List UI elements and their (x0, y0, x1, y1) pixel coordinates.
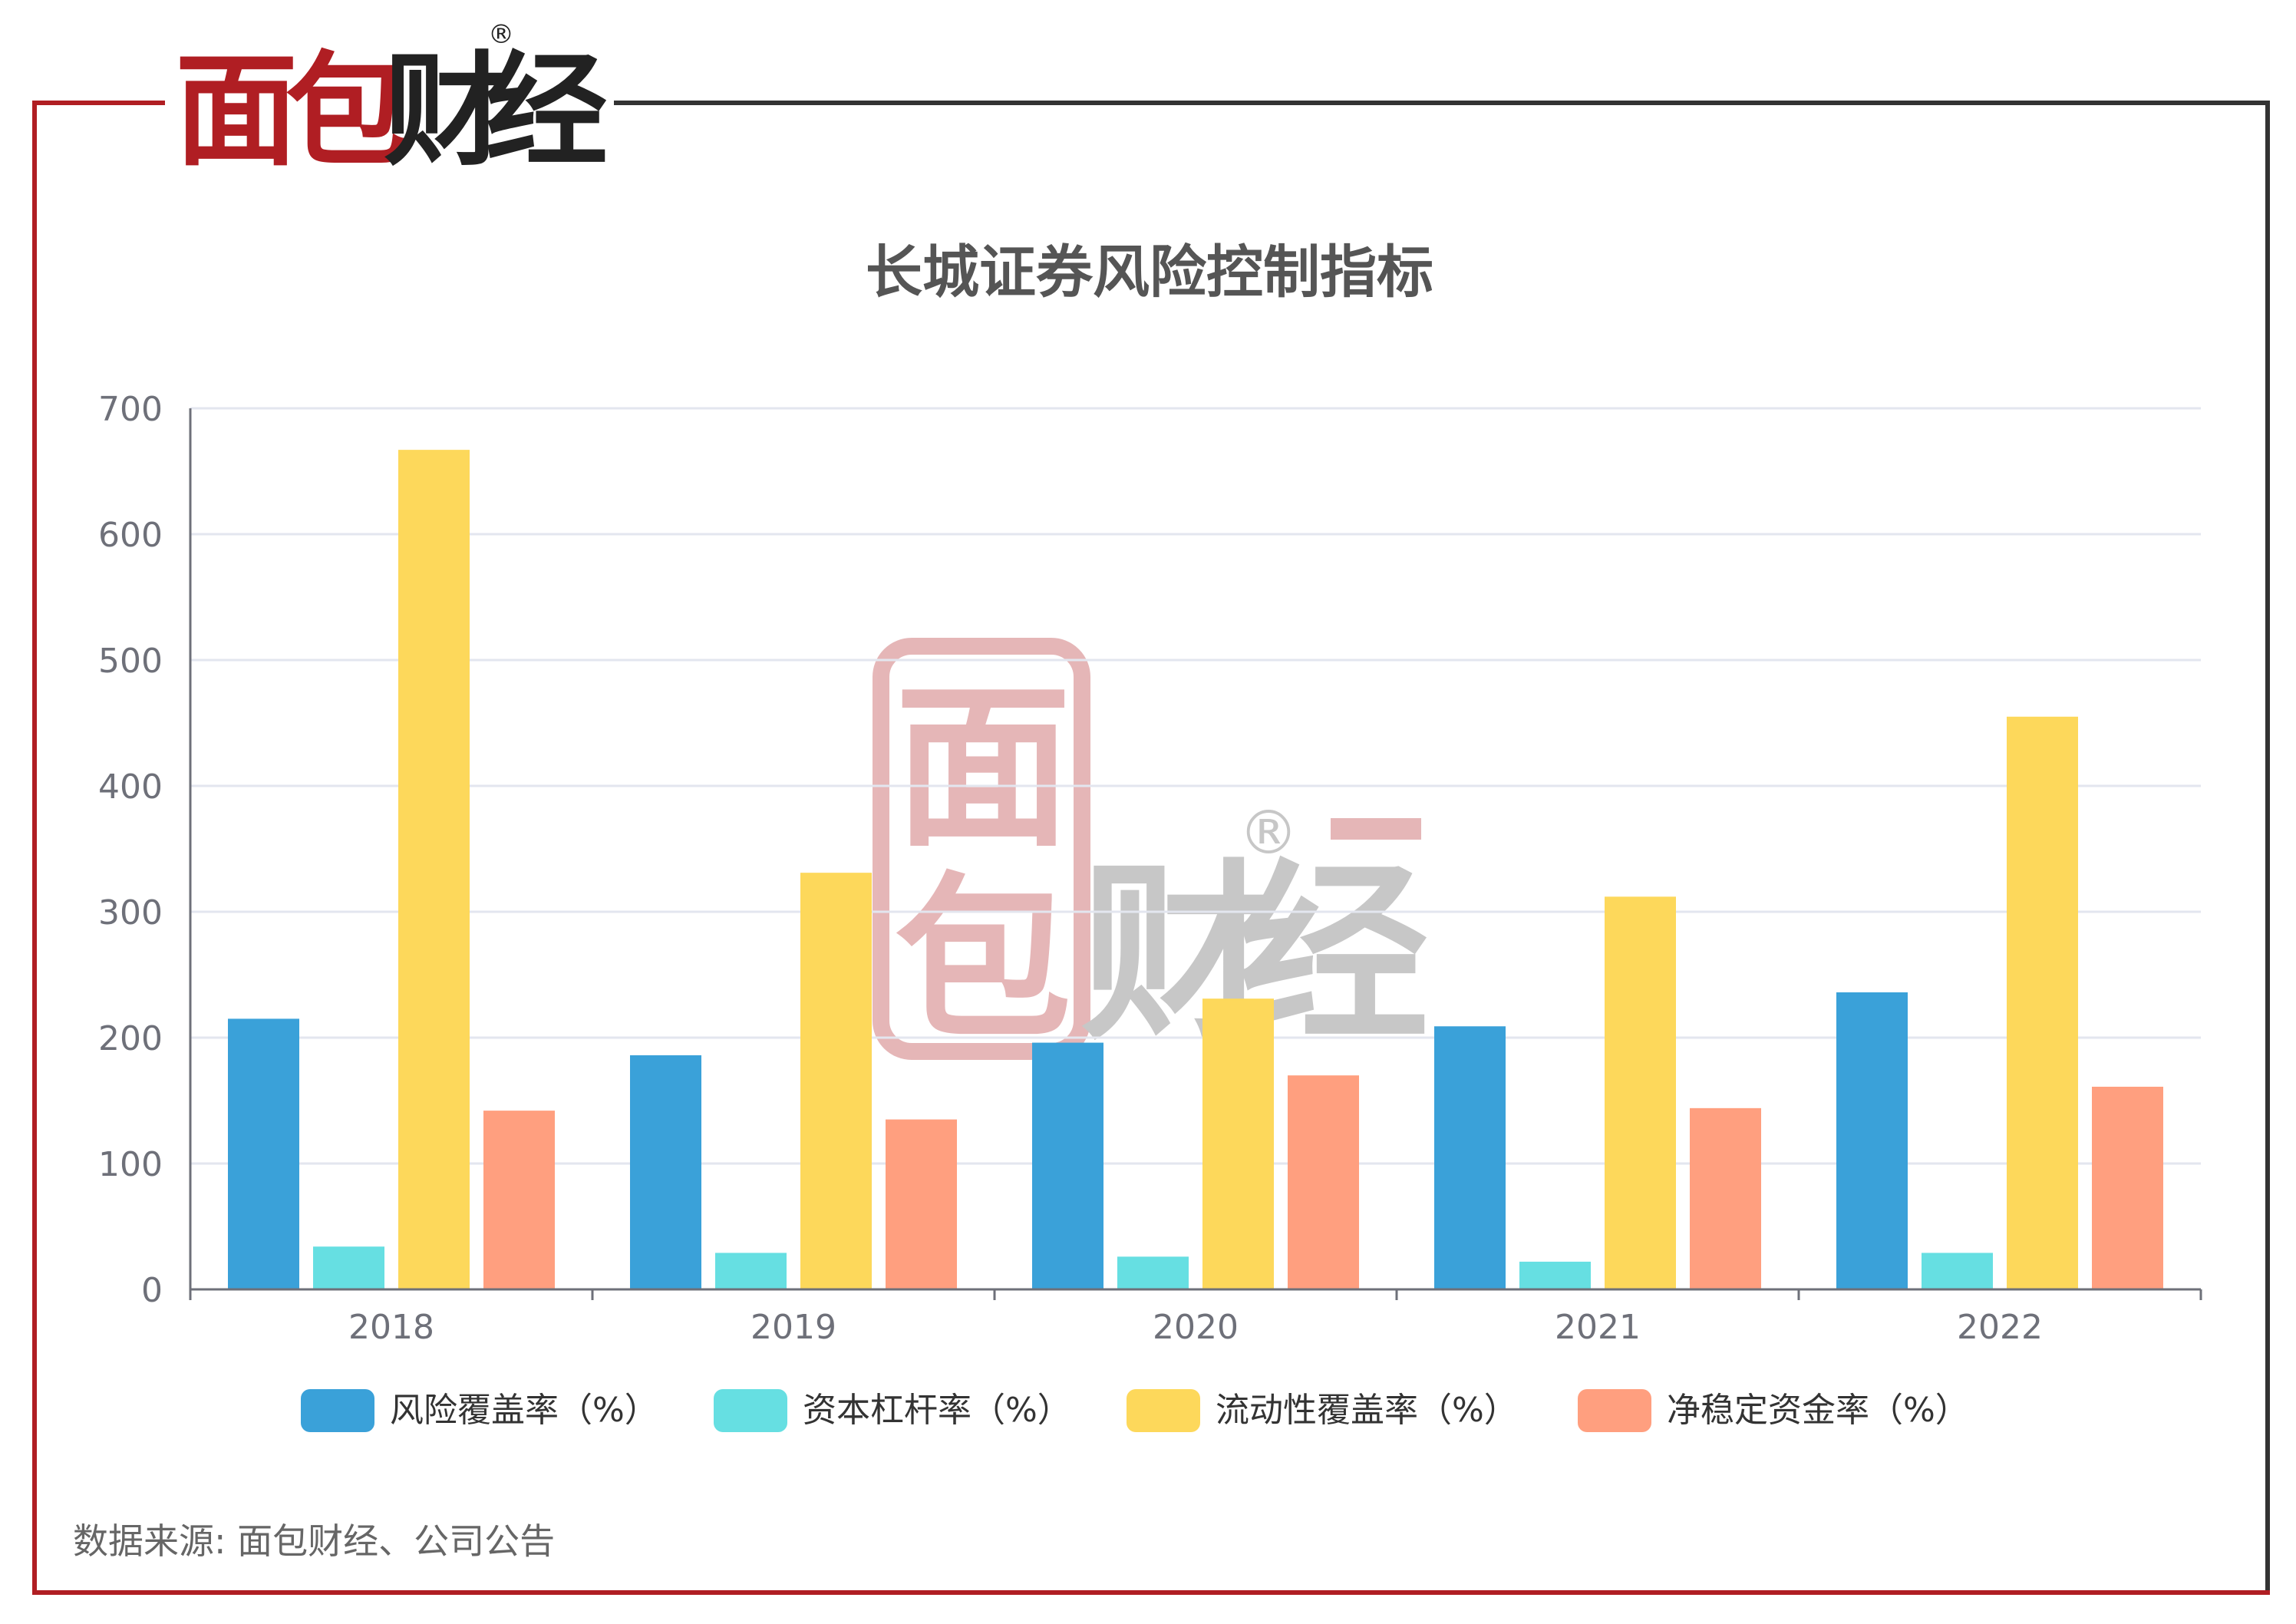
bars-layer (228, 450, 2163, 1289)
y-tick-label: 0 (141, 1271, 163, 1310)
logo-char-2: 包 (285, 39, 408, 183)
watermark: 面 包 财 经 ® (873, 638, 1429, 1066)
source-note: 数据来源: 面包财经、公司公告 (73, 1520, 555, 1562)
logo-char-1: 面 (175, 39, 298, 183)
legend-swatch-4[interactable] (1578, 1389, 1651, 1432)
bar-series-2-2022[interactable] (1922, 1253, 1993, 1289)
x-axis-labels: 2018 2019 2020 2021 2022 (348, 1308, 2043, 1347)
logo-registered-mark: ® (488, 19, 514, 50)
y-tick-label: 600 (98, 516, 163, 555)
watermark-char-2: 包 (895, 858, 1071, 1063)
y-tick-label: 100 (98, 1145, 163, 1184)
watermark-seal (873, 638, 1090, 1060)
x-tick-label: 2022 (1957, 1308, 2043, 1347)
x-tick-label: 2021 (1555, 1308, 1641, 1347)
chart-title: 长城证券风险控制指标 (866, 239, 1433, 305)
brand-logo: 面 包 财 经 ® (175, 19, 608, 183)
x-tick-label: 2019 (750, 1308, 836, 1347)
legend-label-3[interactable]: 流动性覆盖率（%） (1216, 1391, 1518, 1430)
legend-label-1[interactable]: 风险覆盖率（%） (390, 1391, 658, 1430)
bar-series-1-2020[interactable] (1032, 1042, 1103, 1289)
bar-series-4-2018[interactable] (483, 1111, 555, 1289)
frame (32, 101, 2270, 1595)
legend-swatch-2[interactable] (714, 1389, 787, 1432)
x-tick-label: 2018 (348, 1308, 434, 1347)
bar-series-2-2019[interactable] (715, 1253, 787, 1289)
bar-series-2-2021[interactable] (1519, 1261, 1591, 1289)
watermark-registered-mark: ® (1239, 799, 1298, 868)
bar-series-4-2022[interactable] (2092, 1086, 2163, 1289)
legend-label-4[interactable]: 净稳定资金率（%） (1667, 1391, 1969, 1430)
bar-series-3-2020[interactable] (1202, 998, 1274, 1289)
bar-series-4-2020[interactable] (1288, 1075, 1359, 1289)
bar-series-3-2022[interactable] (2007, 716, 2078, 1289)
watermark-bar (1331, 818, 1421, 840)
bar-series-3-2019[interactable] (800, 873, 872, 1289)
y-tick-label: 300 (98, 893, 163, 932)
y-tick-label: 700 (98, 390, 163, 429)
y-tick-label: 200 (98, 1019, 163, 1058)
x-tick-label: 2020 (1153, 1308, 1239, 1347)
y-axis-labels: 0 100 200 300 400 500 600 700 (98, 390, 163, 1310)
watermark-char-1: 面 (895, 666, 1071, 871)
bar-series-1-2021[interactable] (1434, 1026, 1506, 1289)
legend-swatch-1[interactable] (301, 1389, 374, 1432)
bar-series-2-2020[interactable] (1117, 1256, 1189, 1289)
bar-series-1-2019[interactable] (630, 1055, 701, 1289)
y-tick-label: 400 (98, 767, 163, 807)
logo-char-3: 财 (384, 39, 506, 183)
bar-series-3-2018[interactable] (398, 450, 470, 1289)
legend-label-2[interactable]: 资本杠杆率（%） (803, 1391, 1071, 1430)
bar-series-4-2021[interactable] (1690, 1107, 1761, 1289)
legend: 风险覆盖率（%） 资本杠杆率（%） 流动性覆盖率（%） 净稳定资金率（%） (301, 1389, 1969, 1432)
bar-series-4-2019[interactable] (886, 1119, 957, 1289)
axes-layer (189, 408, 2202, 1300)
bar-series-3-2021[interactable] (1605, 896, 1676, 1289)
bar-series-1-2022[interactable] (1836, 992, 1908, 1289)
bar-series-1-2018[interactable] (228, 1018, 299, 1289)
logo-char-4: 经 (485, 39, 608, 183)
bar-series-2-2018[interactable] (313, 1246, 384, 1289)
y-tick-label: 500 (98, 642, 163, 681)
legend-swatch-3[interactable] (1127, 1389, 1200, 1432)
